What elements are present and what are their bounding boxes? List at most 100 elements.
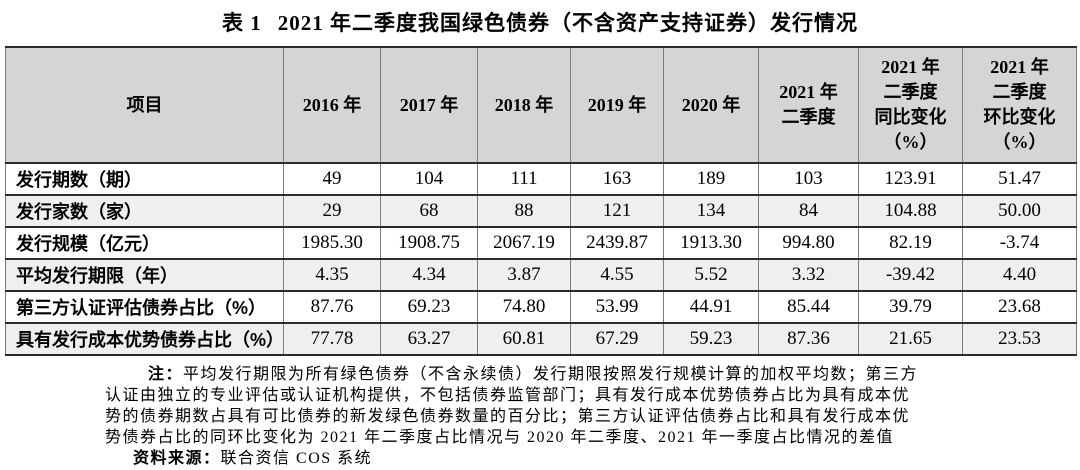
cell: 3.32 xyxy=(758,258,859,292)
cell: 1908.75 xyxy=(380,226,478,260)
cell: 69.23 xyxy=(380,290,478,324)
header-2016: 2016 年 xyxy=(283,46,381,164)
cell: 59.23 xyxy=(663,322,759,356)
cell: 60.81 xyxy=(477,322,571,356)
cell: 23.68 xyxy=(962,290,1077,324)
table-notes: 注：平均发行期限为所有绿色债券（不含永续债）发行期限按照发行规模计算的加权平均数… xyxy=(105,364,983,469)
cell: 4.35 xyxy=(283,258,381,292)
note-label: 注： xyxy=(148,366,184,383)
cell: 5.52 xyxy=(663,258,759,292)
cell: 84 xyxy=(758,194,859,228)
cell: 3.87 xyxy=(477,258,571,292)
cell: 74.80 xyxy=(477,290,571,324)
header-label: 2020 年 xyxy=(681,94,741,115)
header-2021q2: 2021 年 二季度 xyxy=(758,46,859,164)
cell: 2067.19 xyxy=(477,226,571,260)
table-row: 第三方认证评估债券占比（%） 87.76 69.23 74.80 53.99 4… xyxy=(5,290,1077,324)
header-label: 项目 xyxy=(126,94,163,115)
cell: -3.74 xyxy=(962,226,1077,260)
header-label: 2019 年 xyxy=(587,94,647,115)
cell: 39.79 xyxy=(858,290,963,324)
header-2019: 2019 年 xyxy=(570,46,664,164)
cell: 103 xyxy=(758,162,859,196)
cell: 104 xyxy=(380,162,478,196)
cell: 111 xyxy=(477,162,571,196)
row-label: 具有发行成本优势债券占比（%） xyxy=(5,322,284,356)
cell: 82.19 xyxy=(858,226,963,260)
source-text: 联合资信 COS 系统 xyxy=(220,450,373,467)
table-row: 发行期数（期） 49 104 111 163 189 103 123.91 51… xyxy=(5,162,1077,196)
cell: 189 xyxy=(663,162,759,196)
header-label: 2016 年 xyxy=(302,94,362,115)
header-2017: 2017 年 xyxy=(380,46,478,164)
cell: 68 xyxy=(380,194,478,228)
cell: 29 xyxy=(283,194,381,228)
row-label: 平均发行期限（年） xyxy=(5,258,284,292)
row-label: 发行家数（家） xyxy=(5,194,284,228)
cell: 4.55 xyxy=(570,258,664,292)
source-label: 资料来源： xyxy=(133,450,221,467)
cell: 121 xyxy=(570,194,664,228)
table-caption: 表 1 2021 年二季度我国绿色债券（不含资产支持证券）发行情况 xyxy=(0,0,1080,37)
cell: 134 xyxy=(663,194,759,228)
cell: 50.00 xyxy=(962,194,1077,228)
cell: 63.27 xyxy=(380,322,478,356)
header-label: 同比变化 xyxy=(874,107,947,127)
header-label: 二季度 xyxy=(883,82,938,102)
source-line: 资料来源：联合资信 COS 系统 xyxy=(105,448,983,469)
header-qoq-change: 2021 年 二季度 环比变化 （%） xyxy=(962,46,1077,164)
table-number: 表 1 xyxy=(222,11,262,35)
cell: 4.40 xyxy=(962,258,1077,292)
cell: 2439.87 xyxy=(570,226,664,260)
header-label: 2021 年 xyxy=(881,57,940,77)
header-label: 2017 年 xyxy=(399,94,459,115)
cell: 104.88 xyxy=(858,194,963,228)
cell: 87.76 xyxy=(283,290,381,324)
note-line: 势债券占比的同环比变化为 2021 年二季度占比情况与 2020 年二季度、20… xyxy=(105,429,895,446)
header-2020: 2020 年 xyxy=(663,46,759,164)
row-label: 发行期数（期） xyxy=(5,162,284,196)
table-title-text: 2021 年二季度我国绿色债券（不含资产支持证券）发行情况 xyxy=(277,11,858,35)
table-row: 发行家数（家） 29 68 88 121 134 84 104.88 50.00 xyxy=(5,194,1077,228)
cell: 49 xyxy=(283,162,381,196)
table-row: 发行规模（亿元） 1985.30 1908.75 2067.19 2439.87… xyxy=(5,226,1077,260)
header-label: （%） xyxy=(883,132,938,152)
table-row: 平均发行期限（年） 4.35 4.34 3.87 4.55 5.52 3.32 … xyxy=(5,258,1077,292)
cell: 4.34 xyxy=(380,258,478,292)
row-label: 第三方认证评估债券占比（%） xyxy=(5,290,284,324)
note-text: 平均发行期限为所有绿色债券（不含永续债）发行期限按照发行规模计算的加权平均数；第… xyxy=(183,366,919,383)
table-header-row: 项目 2016 年 2017 年 2018 年 2019 年 2020 年 20… xyxy=(5,46,1077,164)
cell: 77.78 xyxy=(283,322,381,356)
cell: 21.65 xyxy=(858,322,963,356)
header-yoy-change: 2021 年 二季度 同比变化 （%） xyxy=(858,46,963,164)
cell: 87.36 xyxy=(758,322,859,356)
cell: 67.29 xyxy=(570,322,664,356)
cell: 23.53 xyxy=(962,322,1077,356)
row-label: 发行规模（亿元） xyxy=(5,226,284,260)
cell: 85.44 xyxy=(758,290,859,324)
cell: 994.80 xyxy=(758,226,859,260)
header-label: 二季度 xyxy=(992,82,1047,102)
cell: 1985.30 xyxy=(283,226,381,260)
table-row: 具有发行成本优势债券占比（%） 77.78 63.27 60.81 67.29 … xyxy=(5,322,1077,356)
note-line: 认证由独立的专业评估或认证机构提供，不包括债券监管部门；具有发行成本优势债券占比… xyxy=(105,387,911,404)
note-line: 势的债券期数占具有可比债券的新发绿色债券数量的百分比；第三方认证评估债券占比和具… xyxy=(105,408,911,425)
header-2018: 2018 年 xyxy=(477,46,571,164)
cell: 88 xyxy=(477,194,571,228)
cell: 123.91 xyxy=(858,162,963,196)
header-label: 二季度 xyxy=(781,107,836,127)
cell: 163 xyxy=(570,162,664,196)
cell: 44.91 xyxy=(663,290,759,324)
note-line: 注：平均发行期限为所有绿色债券（不含永续债）发行期限按照发行规模计算的加权平均数… xyxy=(105,364,983,385)
header-label: 2018 年 xyxy=(494,94,554,115)
header-item: 项目 xyxy=(5,46,284,164)
cell: -39.42 xyxy=(858,258,963,292)
cell: 51.47 xyxy=(962,162,1077,196)
cell: 53.99 xyxy=(570,290,664,324)
header-label: 环比变化 xyxy=(983,107,1056,127)
header-label: 2021 年 xyxy=(990,57,1049,77)
header-label: （%） xyxy=(992,132,1047,152)
green-bond-issuance-table: 项目 2016 年 2017 年 2018 年 2019 年 2020 年 20… xyxy=(5,46,1077,356)
cell: 1913.30 xyxy=(663,226,759,260)
